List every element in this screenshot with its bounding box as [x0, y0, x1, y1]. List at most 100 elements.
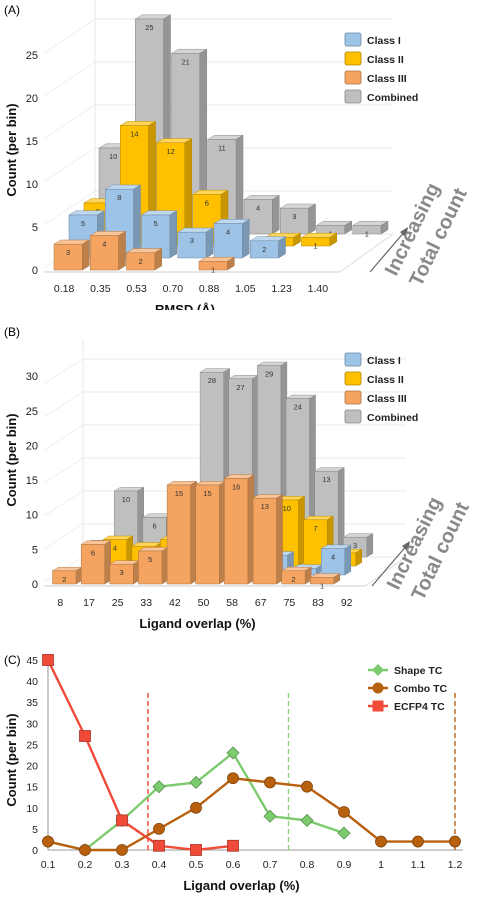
- legend-swatch: [344, 51, 362, 66]
- legend-label: Shape TC: [394, 665, 443, 677]
- bar-front: [166, 484, 191, 585]
- y-tick-label: 15: [26, 782, 38, 794]
- y-tick-label: 0: [32, 579, 38, 591]
- legend-label: Class III: [367, 73, 407, 85]
- grid-line: [43, 424, 84, 451]
- bar-value-label: 4: [331, 553, 335, 562]
- bar-side: [82, 239, 90, 271]
- bar-side: [118, 230, 126, 271]
- data-point: [189, 775, 203, 790]
- y-tick-label: 30: [26, 371, 38, 383]
- bar-front: [224, 478, 249, 585]
- legend-marker: [372, 700, 384, 712]
- x-tick-label: 1.23: [271, 283, 292, 295]
- bar-class-i: 4: [213, 218, 251, 259]
- data-point: [300, 813, 314, 828]
- legend-swatch: [344, 89, 362, 104]
- y-tick-label: 0: [32, 845, 38, 857]
- bar-combined: 1: [351, 220, 389, 238]
- data-point: [227, 839, 239, 852]
- floor-edge: [339, 233, 394, 273]
- y-tick-label: 20: [26, 761, 38, 773]
- bar-value-label: 4: [226, 228, 230, 237]
- grid-line: [43, 190, 96, 226]
- bar-value-label: 28: [208, 376, 216, 385]
- bar-value-label: 15: [175, 489, 183, 498]
- x-tick-label: 0.3: [115, 859, 130, 871]
- data-point: [153, 839, 165, 852]
- panel-label: (A): [4, 3, 20, 17]
- x-tick-label: 75: [284, 597, 296, 609]
- legend-label: Class I: [367, 35, 401, 47]
- legend-label: Class II: [367, 374, 404, 386]
- y-tick-label: 25: [26, 406, 38, 418]
- data-point: [79, 730, 91, 742]
- data-point: [449, 835, 461, 848]
- bar-class-ii: 1: [300, 232, 338, 250]
- bar-combined: 3: [279, 203, 317, 235]
- bar-value-label: 10: [122, 495, 130, 504]
- bar-side: [272, 194, 280, 235]
- series-line-shape-tc: [47, 751, 345, 852]
- y-tick-label: 30: [26, 718, 38, 730]
- y-tick-label: 5: [32, 222, 38, 234]
- bar-value-label: 5: [81, 219, 85, 228]
- x-tick-label: 0.8: [300, 859, 315, 871]
- x-tick-label: 0.4: [152, 859, 167, 871]
- bar-class-iii: 16: [223, 474, 255, 585]
- legend-label: Class I: [367, 355, 401, 367]
- grid-line: [43, 490, 84, 517]
- floor-edge: [364, 556, 407, 587]
- bar-class-i: 2: [249, 236, 287, 259]
- grid-line: [43, 104, 96, 140]
- y-tick-label: 25: [26, 50, 38, 62]
- bar-value-label: 10: [283, 504, 291, 513]
- panel-b-ligand-overlap-chart: (B)0510152025302106928272924133434129101…: [4, 325, 474, 631]
- bar-class-i: 4: [320, 544, 352, 576]
- x-tick-label: 25: [112, 597, 124, 609]
- x-tick-label: 0.88: [199, 283, 220, 295]
- bar-front: [109, 563, 134, 585]
- bar-value-label: 15: [203, 489, 211, 498]
- bar-class-iii: 15: [166, 480, 198, 585]
- bar-value-label: 16: [232, 482, 240, 491]
- data-point: [42, 654, 54, 666]
- bar-side: [169, 210, 178, 259]
- data-point: [190, 844, 202, 856]
- data-point: [375, 835, 387, 848]
- grid-line: [43, 18, 96, 54]
- data-point: [337, 826, 351, 840]
- y-tick-label: 0: [32, 265, 38, 277]
- x-tick-label: 1: [378, 859, 384, 871]
- bar-value-label: 1: [365, 229, 369, 238]
- legend-label: Class II: [367, 54, 404, 66]
- bar-value-label: 12: [166, 147, 174, 156]
- grid-line: [43, 147, 96, 183]
- bar-front: [249, 240, 279, 259]
- x-tick-label: 33: [140, 597, 152, 609]
- bar-class-iii: 2: [280, 566, 313, 585]
- increasing-arrow: [371, 543, 409, 587]
- data-point: [42, 835, 54, 848]
- bar-front: [198, 261, 228, 271]
- bar-class-iii: 4: [89, 230, 127, 271]
- bar-value-label: 25: [145, 23, 153, 32]
- panel-label: (B): [4, 325, 20, 339]
- bar-value-label: 6: [205, 198, 209, 207]
- x-tick-label: 67: [255, 597, 267, 609]
- x-tick-label: 8: [57, 597, 63, 609]
- bar-value-label: 3: [66, 248, 70, 257]
- bar-front: [138, 550, 163, 585]
- y-tick-label: 20: [26, 93, 38, 105]
- x-tick-label: 1.40: [308, 283, 329, 295]
- x-tick-label: 0.1: [41, 859, 56, 871]
- x-tick-label: 1.2: [448, 859, 463, 871]
- bar-value-label: 3: [190, 236, 194, 245]
- series-line-ecfp4-tc: [46, 659, 234, 852]
- bar-front: [53, 243, 83, 271]
- bar-value-label: 6: [153, 521, 157, 530]
- x-tick-label: 0.7: [263, 859, 278, 871]
- x-tick-label: 0.5: [189, 859, 204, 871]
- y-tick-label: 15: [26, 475, 38, 487]
- x-tick-label: 0.53: [126, 283, 147, 295]
